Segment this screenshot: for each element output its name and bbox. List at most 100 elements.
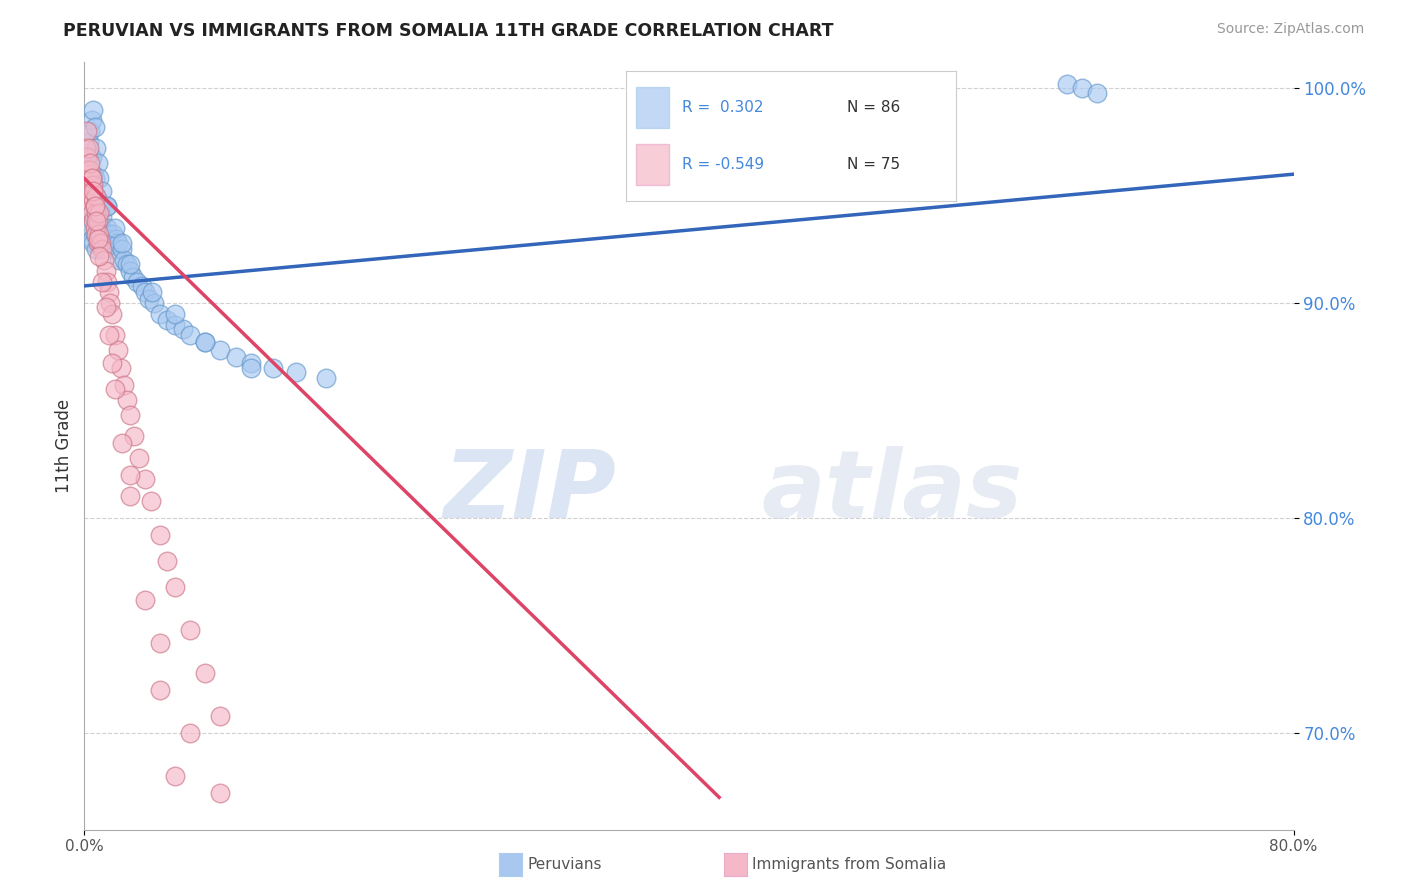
Point — [121, 270, 143, 285]
Point — [149, 528, 172, 542]
Point — [76, 199, 98, 213]
Point — [93, 253, 115, 268]
Point — [104, 243, 127, 257]
Point — [86, 141, 108, 155]
Point — [75, 141, 97, 155]
Point — [82, 210, 104, 224]
Point — [84, 120, 107, 134]
Point — [82, 103, 104, 117]
Point — [96, 199, 118, 213]
Point — [96, 199, 118, 213]
Point — [104, 382, 127, 396]
Point — [79, 124, 101, 138]
Point — [98, 232, 121, 246]
Point — [86, 243, 108, 257]
Point — [127, 275, 149, 289]
Point — [77, 193, 100, 207]
Point — [118, 257, 141, 271]
Point — [91, 275, 114, 289]
Point — [118, 468, 141, 483]
Point — [89, 249, 111, 263]
Text: R = -0.549: R = -0.549 — [682, 157, 763, 172]
Point — [80, 113, 103, 128]
Point — [134, 285, 156, 300]
Point — [91, 210, 114, 224]
Point — [165, 307, 187, 321]
Point — [82, 214, 104, 228]
Bar — [636, 87, 669, 128]
Point — [82, 193, 104, 207]
Point — [194, 334, 217, 349]
Text: atlas: atlas — [762, 446, 1022, 538]
Point — [84, 199, 107, 213]
Point — [86, 188, 108, 202]
Point — [149, 307, 172, 321]
Point — [76, 156, 98, 170]
Text: Peruvians: Peruvians — [527, 857, 602, 871]
Point — [131, 279, 153, 293]
Point — [194, 334, 217, 349]
Point — [77, 141, 100, 155]
Point — [76, 150, 98, 164]
Point — [122, 429, 145, 443]
Point — [80, 206, 103, 220]
Point — [90, 220, 112, 235]
Point — [87, 214, 110, 228]
Point — [104, 328, 127, 343]
Point — [285, 365, 308, 379]
Point — [118, 490, 141, 504]
Point — [86, 214, 108, 228]
Point — [96, 275, 118, 289]
Point — [79, 171, 101, 186]
Point — [82, 185, 104, 199]
Point — [141, 285, 163, 300]
Point — [100, 307, 122, 321]
Point — [105, 232, 128, 246]
Point — [194, 665, 217, 680]
Point — [86, 214, 108, 228]
Point — [79, 220, 101, 235]
Point — [111, 435, 134, 450]
Point — [1056, 77, 1078, 91]
Point — [87, 235, 110, 250]
Point — [82, 167, 104, 181]
Text: R =  0.302: R = 0.302 — [682, 100, 763, 115]
Point — [209, 708, 232, 723]
Point — [77, 185, 100, 199]
Point — [118, 408, 141, 422]
Point — [89, 206, 111, 220]
Point — [139, 493, 162, 508]
Point — [104, 220, 127, 235]
Point — [77, 188, 100, 202]
Point — [94, 301, 117, 315]
Point — [90, 235, 112, 250]
Point — [84, 199, 107, 213]
Point — [76, 124, 98, 138]
Point — [142, 296, 165, 310]
Point — [172, 322, 194, 336]
Point — [149, 635, 172, 649]
Point — [79, 156, 101, 170]
Point — [156, 313, 179, 327]
Point — [165, 318, 187, 332]
Point — [89, 171, 111, 186]
Point — [107, 235, 129, 250]
Point — [239, 356, 262, 370]
Point — [315, 371, 337, 385]
Point — [100, 235, 122, 250]
Point — [80, 171, 103, 186]
Point — [91, 185, 114, 199]
Point — [79, 178, 101, 192]
Point — [91, 243, 114, 257]
Point — [209, 786, 232, 800]
Point — [86, 188, 108, 202]
Point — [84, 227, 107, 242]
Point — [112, 377, 135, 392]
Point — [76, 178, 98, 192]
Point — [75, 171, 97, 186]
Point — [1071, 81, 1094, 95]
Point — [90, 199, 112, 213]
Point — [80, 206, 103, 220]
Point — [96, 220, 118, 235]
Point — [111, 235, 134, 250]
